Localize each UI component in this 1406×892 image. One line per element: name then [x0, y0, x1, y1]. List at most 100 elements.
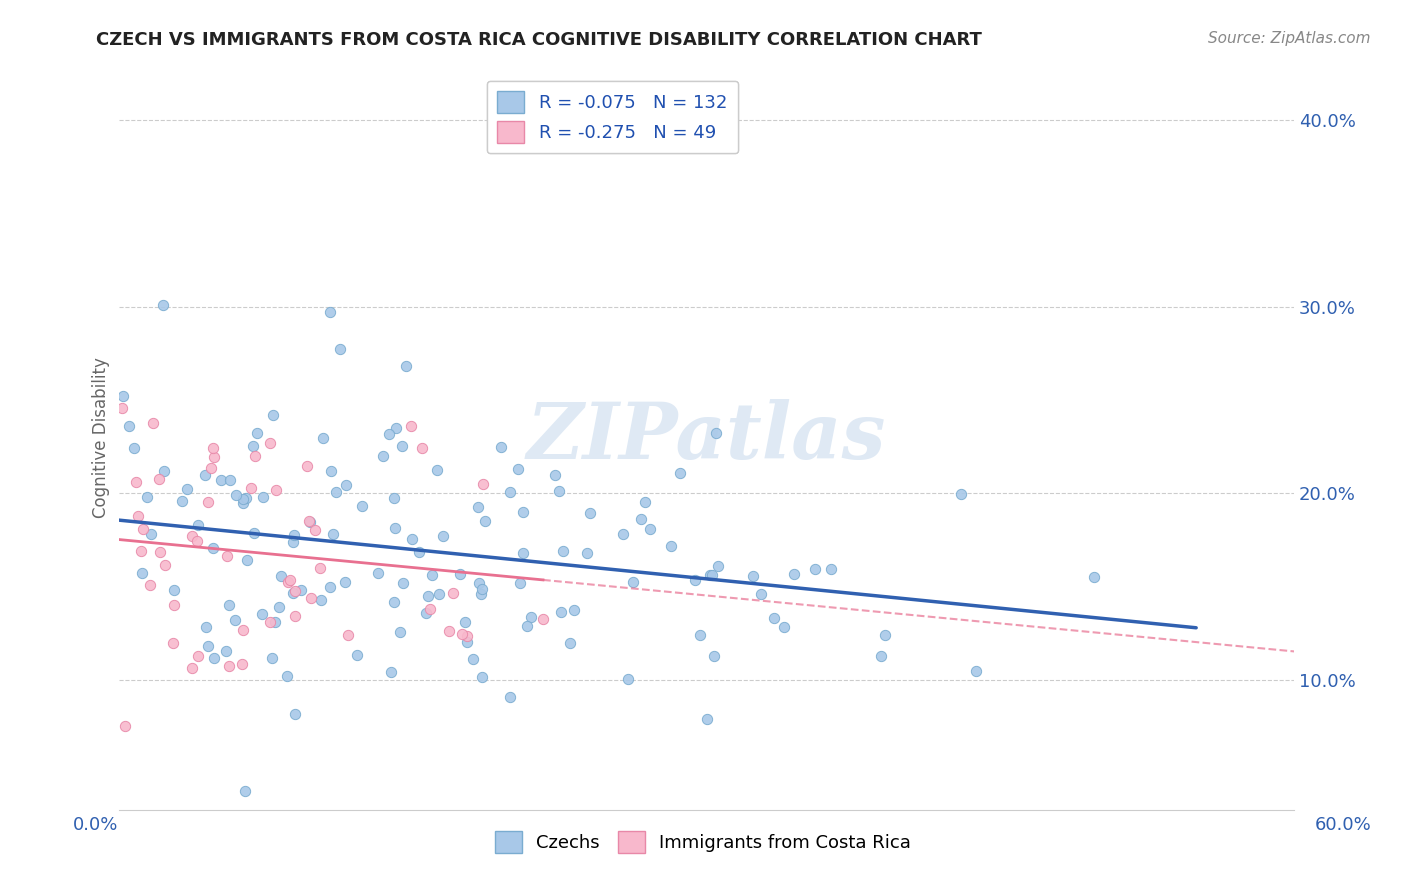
Point: [416, 590, 439, 604]
Point: [242, 439, 264, 453]
Point: [262, 408, 284, 422]
Point: [186, 648, 208, 663]
Point: [132, 522, 155, 536]
Point: [163, 582, 186, 597]
Point: [470, 587, 492, 601]
Point: [252, 607, 274, 622]
Point: [621, 575, 644, 590]
Point: [773, 620, 796, 634]
Point: [232, 496, 254, 510]
Point: [512, 505, 534, 519]
Point: [432, 529, 454, 543]
Point: [659, 539, 682, 553]
Point: [335, 575, 357, 590]
Point: [617, 672, 640, 686]
Point: [231, 657, 253, 671]
Point: [259, 436, 281, 450]
Point: [450, 627, 472, 641]
Point: [200, 461, 222, 475]
Point: [509, 575, 531, 590]
Point: [122, 442, 145, 456]
Point: [373, 450, 395, 464]
Point: [112, 389, 135, 403]
Point: [548, 483, 571, 498]
Text: ZIPatlas: ZIPatlas: [527, 399, 886, 475]
Text: Source: ZipAtlas.com: Source: ZipAtlas.com: [1208, 31, 1371, 46]
Point: [201, 541, 224, 555]
Point: [1083, 570, 1105, 584]
Point: [516, 618, 538, 632]
Point: [391, 576, 413, 591]
Text: CZECH VS IMMIGRANTS FROM COSTA RICA COGNITIVE DISABILITY CORRELATION CHART: CZECH VS IMMIGRANTS FROM COSTA RICA COGN…: [96, 31, 981, 49]
Point: [284, 583, 307, 598]
Point: [638, 522, 661, 536]
Point: [176, 482, 198, 496]
Point: [519, 609, 541, 624]
Point: [118, 418, 141, 433]
Point: [696, 712, 718, 726]
Point: [284, 706, 307, 721]
Point: [669, 467, 692, 481]
Point: [304, 523, 326, 537]
Point: [700, 568, 723, 582]
Point: [186, 534, 208, 549]
Point: [194, 468, 217, 483]
Point: [575, 545, 598, 559]
Point: [804, 562, 827, 576]
Point: [218, 598, 240, 612]
Point: [377, 427, 399, 442]
Point: [215, 644, 238, 658]
Point: [131, 566, 153, 580]
Point: [395, 359, 418, 374]
Point: [335, 478, 357, 492]
Point: [551, 544, 574, 558]
Point: [270, 569, 292, 583]
Point: [233, 784, 256, 798]
Point: [215, 549, 238, 563]
Point: [411, 441, 433, 455]
Point: [382, 595, 405, 609]
Point: [260, 651, 283, 665]
Point: [489, 441, 512, 455]
Point: [325, 484, 347, 499]
Point: [630, 512, 652, 526]
Point: [419, 601, 441, 615]
Point: [471, 582, 494, 596]
Legend: R = -0.075   N = 132, R = -0.275   N = 49: R = -0.075 N = 132, R = -0.275 N = 49: [486, 80, 738, 153]
Point: [965, 664, 987, 678]
Point: [426, 463, 449, 477]
Point: [259, 615, 281, 630]
Point: [148, 472, 170, 486]
Point: [456, 629, 478, 643]
Point: [111, 401, 134, 416]
Point: [224, 613, 246, 627]
Point: [187, 518, 209, 533]
Point: [162, 636, 184, 650]
Point: [399, 418, 422, 433]
Point: [382, 491, 405, 506]
Point: [550, 605, 572, 619]
Point: [703, 648, 725, 663]
Point: [197, 640, 219, 654]
Point: [742, 569, 765, 583]
Point: [195, 619, 218, 633]
Point: [290, 583, 312, 598]
Point: [225, 488, 247, 502]
Point: [384, 521, 406, 535]
Point: [149, 545, 172, 559]
Point: [266, 483, 288, 497]
Point: [783, 567, 806, 582]
Point: [472, 477, 495, 491]
Point: [544, 468, 567, 483]
Point: [243, 449, 266, 463]
Point: [380, 665, 402, 679]
Point: [243, 526, 266, 541]
Point: [232, 491, 254, 506]
Point: [129, 544, 152, 558]
Point: [152, 298, 174, 312]
Y-axis label: Cognitive Disability: Cognitive Disability: [93, 357, 110, 517]
Point: [579, 506, 602, 520]
Point: [277, 575, 299, 590]
Point: [699, 568, 721, 582]
Point: [441, 586, 464, 600]
